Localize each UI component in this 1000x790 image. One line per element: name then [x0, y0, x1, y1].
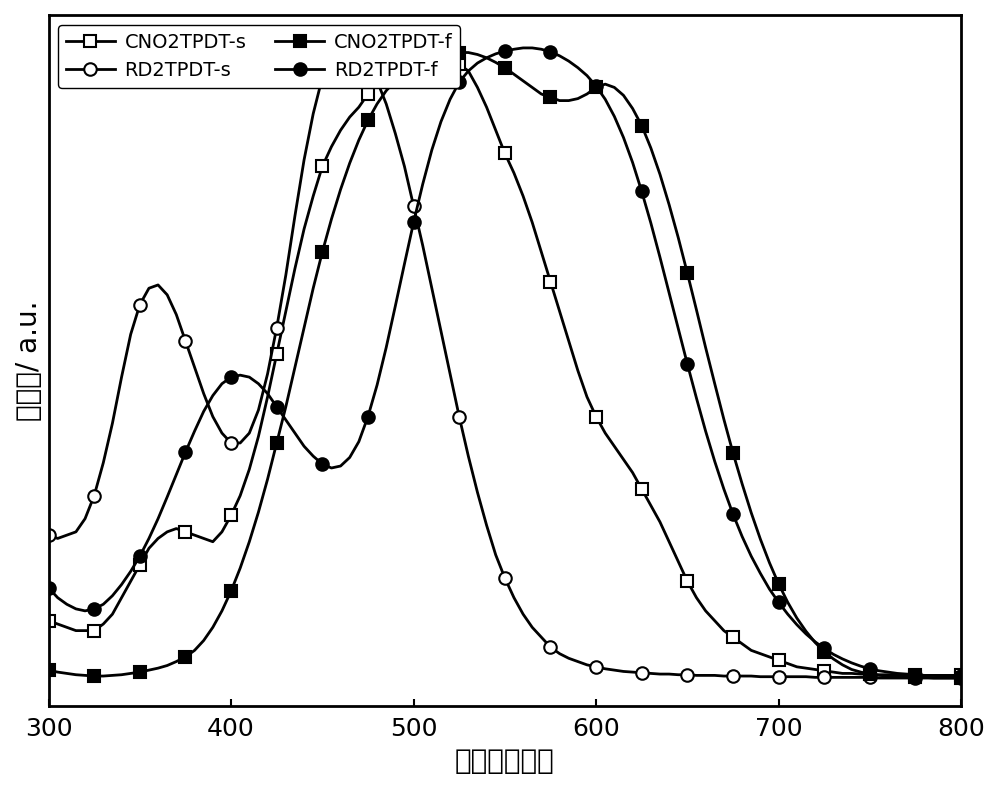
CNO2TPDT-s	[599, 428, 611, 438]
RD2TPDT-f	[43, 583, 55, 592]
RD2TPDT-s	[271, 323, 283, 333]
CNO2TPDT-s	[106, 609, 118, 619]
RD2TPDT-s	[690, 671, 702, 680]
RD2TPDT-f	[271, 402, 283, 412]
Line: CNO2TPDT-f: CNO2TPDT-f	[42, 47, 967, 684]
RD2TPDT-f	[955, 672, 967, 681]
RD2TPDT-s	[471, 487, 483, 497]
Line: RD2TPDT-s: RD2TPDT-s	[42, 42, 967, 684]
CNO2TPDT-s	[690, 593, 702, 603]
CNO2TPDT-s	[417, 47, 429, 56]
RD2TPDT-f	[106, 591, 118, 600]
RD2TPDT-f	[736, 532, 748, 541]
RD2TPDT-f	[599, 95, 611, 104]
CNO2TPDT-f	[106, 671, 118, 680]
X-axis label: 波长（纳米）: 波长（纳米）	[455, 747, 555, 775]
RD2TPDT-f	[690, 393, 702, 403]
Line: CNO2TPDT-s: CNO2TPDT-s	[42, 45, 967, 682]
CNO2TPDT-f	[43, 665, 55, 675]
CNO2TPDT-f	[690, 305, 702, 314]
Line: RD2TPDT-f: RD2TPDT-f	[42, 42, 967, 683]
CNO2TPDT-s	[736, 639, 748, 649]
CNO2TPDT-f	[736, 479, 748, 488]
RD2TPDT-s	[955, 673, 967, 683]
RD2TPDT-s	[43, 530, 55, 540]
CNO2TPDT-f	[471, 50, 483, 59]
CNO2TPDT-f	[955, 673, 967, 683]
CNO2TPDT-f	[928, 673, 940, 683]
RD2TPDT-s	[736, 672, 748, 681]
CNO2TPDT-s	[900, 671, 912, 680]
RD2TPDT-s	[106, 419, 118, 428]
CNO2TPDT-s	[471, 83, 483, 92]
RD2TPDT-f	[462, 66, 474, 76]
CNO2TPDT-f	[599, 79, 611, 88]
RD2TPDT-s	[335, 43, 347, 53]
RD2TPDT-f	[517, 43, 529, 53]
RD2TPDT-f	[937, 672, 949, 681]
CNO2TPDT-s	[955, 671, 967, 680]
CNO2TPDT-s	[43, 616, 55, 626]
RD2TPDT-s	[873, 673, 885, 683]
RD2TPDT-s	[599, 664, 611, 674]
CNO2TPDT-s	[271, 349, 283, 359]
CNO2TPDT-f	[271, 438, 283, 448]
Legend: CNO2TPDT-s, RD2TPDT-s, CNO2TPDT-f, RD2TPDT-f: CNO2TPDT-s, RD2TPDT-s, CNO2TPDT-f, RD2TP…	[58, 24, 460, 88]
CNO2TPDT-f	[453, 47, 465, 57]
Y-axis label: 吸光度/ a.u.: 吸光度/ a.u.	[15, 300, 43, 421]
